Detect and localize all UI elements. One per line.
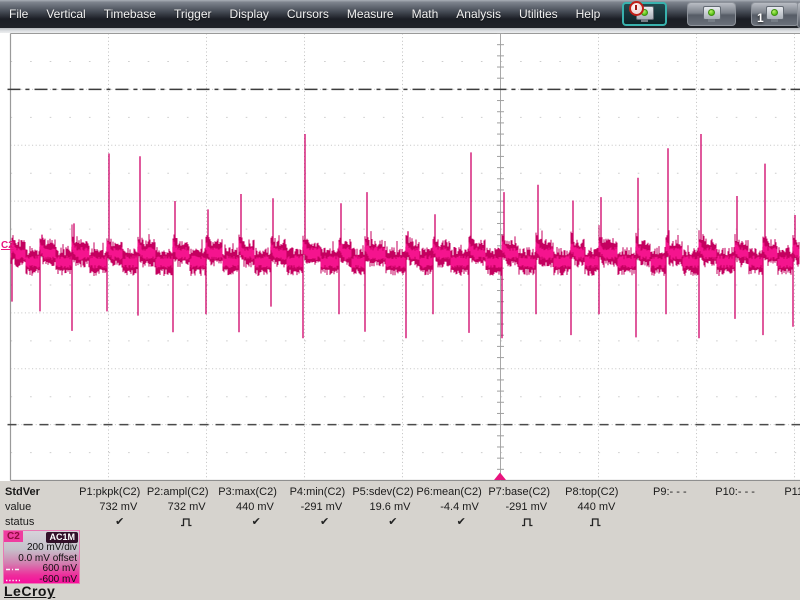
display-1-button[interactable]: 1 <box>751 2 799 26</box>
bottom-panel: StdVer P1:pkpk(C2) P2:ampl(C2) P3:max(C2) P4… <box>0 481 800 600</box>
clock-icon <box>628 1 644 16</box>
trigger-time-marker[interactable] <box>494 472 506 481</box>
measure-label-p7[interactable]: P7:base(C2) <box>488 485 551 498</box>
measure-status-p1: ✔ <box>72 515 140 528</box>
check-status-icon: ✔ <box>251 516 261 528</box>
display-clock-icon <box>628 1 655 23</box>
waveform-band-inner <box>10 240 800 269</box>
measure-status-p2 <box>140 516 208 528</box>
measure-label-p1[interactable]: P1:pkpk(C2) <box>79 485 141 498</box>
measure-label-p3[interactable]: P3:max(C2) <box>218 485 277 498</box>
measure-status-p3: ✔ <box>209 515 277 528</box>
menu-analysis[interactable]: Analysis <box>456 7 501 21</box>
pulse-status-icon <box>180 517 192 526</box>
check-status-icon: ✔ <box>388 516 398 528</box>
measure-row-labels: StdVer P1:pkpk(C2) P2:ampl(C2) P3:max(C2) P4… <box>0 484 800 499</box>
menu-display[interactable]: Display <box>229 7 269 21</box>
measure-status-p4: ✔ <box>277 515 345 528</box>
display-1-icon: 1 <box>757 5 785 25</box>
channel-offset: 0.0 mV offset <box>18 552 77 564</box>
measure-value-p4: -291 mV <box>300 500 343 513</box>
menu-vertical[interactable]: Vertical <box>46 7 86 21</box>
measure-label-p6[interactable]: P6:mean(C2) <box>416 485 482 498</box>
menubar: File Vertical Timebase Trigger Display Cursor… <box>0 0 800 28</box>
measure-label-p9[interactable]: P9:- - - <box>653 485 687 498</box>
menu-utilities[interactable]: Utilities <box>518 7 558 21</box>
pulse-status-icon <box>522 517 533 526</box>
measure-row-values: value 732 mV 732 mV 440 mV -291 mV 19.6 mV -4.… <box>0 499 800 514</box>
measure-value-p6: -4.4 mV <box>440 500 479 513</box>
pulse-status-icon <box>590 517 601 526</box>
toolbar-strip <box>0 28 800 33</box>
channel-scale: 200 mV/div <box>26 542 77 553</box>
dotted-line-icon <box>6 579 20 581</box>
check-status-icon: ✔ <box>319 516 330 528</box>
scope-display: C2 <box>0 33 800 482</box>
measure-label-p5[interactable]: P5:sdev(C2) <box>352 485 414 498</box>
menu-timebase[interactable]: Timebase <box>103 7 156 21</box>
measure-value-p7: -291 mV <box>505 500 548 513</box>
menu-math[interactable]: Math <box>411 7 439 21</box>
toolbar-button-partial[interactable] <box>797 2 800 28</box>
channel-descriptor-c2[interactable]: C2 AC1M 200 mV/div 0.0 mV offset 600 mV … <box>3 530 80 584</box>
channel-tab: C2 <box>4 531 23 542</box>
measure-row-header: StdVer <box>5 485 40 498</box>
measure-value-p5: 19.6 mV <box>369 500 411 513</box>
menubar-items: File Vertical Timebase Trigger Display Cursor… <box>0 0 609 28</box>
measurement-table: StdVer P1:pkpk(C2) P2:ampl(C2) P3:max(C2) P4… <box>0 484 800 529</box>
display-1-badge: 1 <box>757 11 764 25</box>
measure-label-p10[interactable]: P10:- - - <box>715 485 755 498</box>
measure-row-status: status ✔ ✔ ✔ ✔ ✔ <box>0 514 800 529</box>
display-button[interactable] <box>687 2 736 26</box>
check-status-icon: ✔ <box>456 516 466 528</box>
menu-file[interactable]: File <box>9 7 29 21</box>
measure-row-header: value <box>5 500 32 513</box>
menu-measure[interactable]: Measure <box>346 7 394 21</box>
auto-setup-button[interactable] <box>622 1 667 26</box>
measure-status-p7 <box>482 516 550 528</box>
measure-label-p4[interactable]: P4:min(C2) <box>289 485 346 498</box>
measure-label-p11[interactable]: P11:- - - <box>784 485 800 498</box>
measure-value-p8: 440 mV <box>577 500 616 513</box>
waveform-spikes <box>11 134 796 339</box>
menu-trigger[interactable]: Trigger <box>173 7 212 21</box>
scope-grid <box>7 33 800 482</box>
measure-label-p2[interactable]: P2:ampl(C2) <box>146 485 209 498</box>
menu-cursors[interactable]: Cursors <box>286 7 329 21</box>
check-status-icon: ✔ <box>115 516 125 528</box>
measure-value-p3: 440 mV <box>235 500 274 513</box>
dash-dot-line-icon <box>6 568 20 571</box>
measure-status-p8 <box>550 516 618 528</box>
coupling-badge: AC1M <box>46 532 78 543</box>
channel-lower-level: -600 mV <box>4 574 79 586</box>
trace-label-c2[interactable]: C2 <box>1 240 14 251</box>
menu-help[interactable]: Help <box>575 7 601 21</box>
measure-status-p5: ✔ <box>345 515 413 528</box>
measure-label-p8[interactable]: P8:top(C2) <box>565 485 619 498</box>
measure-status-p6: ✔ <box>413 515 481 528</box>
measure-row-header: status <box>5 515 35 528</box>
channel-upper-level: 600 mV <box>4 563 79 575</box>
measure-value-p1: 732 mV <box>99 500 138 513</box>
lecroy-logo: LeCroy <box>4 583 56 599</box>
measure-value-p2: 732 mV <box>167 500 206 513</box>
display-icon <box>702 5 722 23</box>
